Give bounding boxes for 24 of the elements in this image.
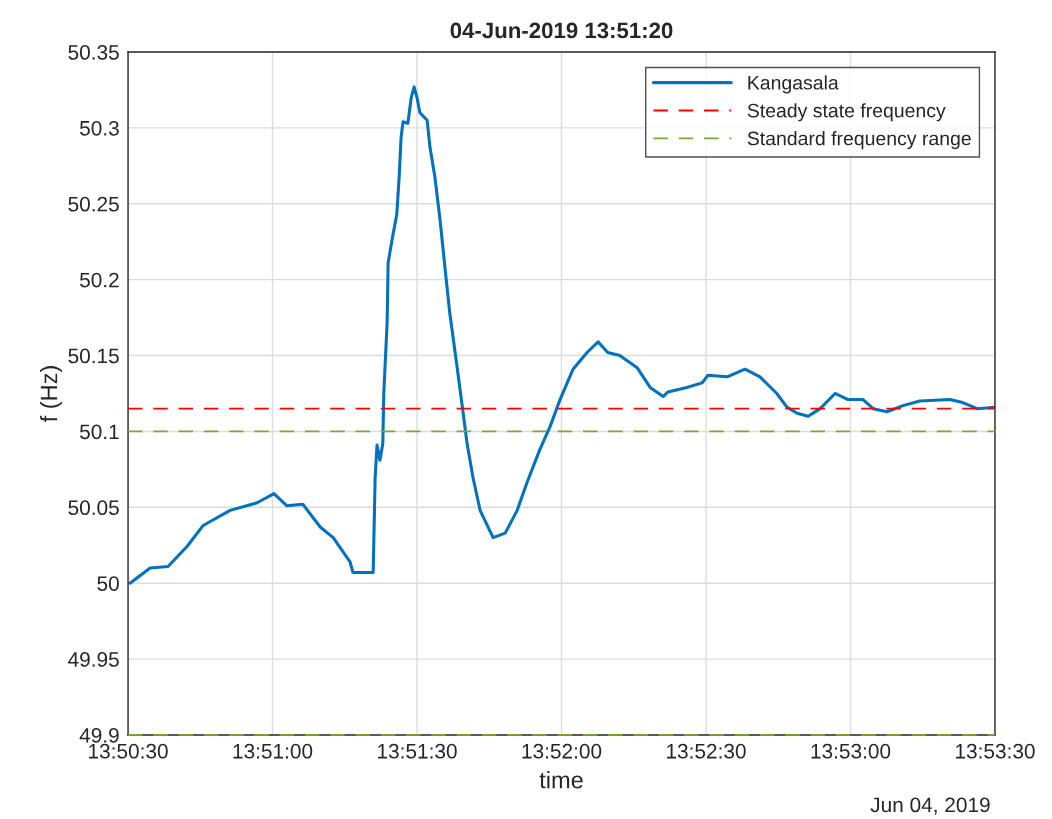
x-tick-label: 13:50:30 (89, 743, 168, 759)
y-tick-label: 49.95 (68, 652, 119, 667)
x-tick-label: 13:51:30 (378, 743, 457, 759)
y-axis-title: f (Hz) (40, 366, 62, 422)
x-tick-label: 13:52:30 (667, 743, 746, 759)
y-tick-label: 49.9 (79, 727, 119, 743)
y-tick-label: 50.2 (79, 272, 119, 288)
x-tick-label: 13:53:30 (956, 743, 1035, 759)
y-tick-label: 50.25 (68, 196, 119, 212)
legend-label: Standard frequency range (747, 131, 971, 150)
y-tick-label: 50.35 (68, 45, 119, 60)
x-tick-label: 13:51:00 (233, 743, 313, 759)
y-tick-label: 50.15 (68, 348, 119, 364)
y-tick-label: 50.3 (79, 120, 119, 136)
legend-label: Kangasala (748, 75, 839, 94)
text: Jun 04, 2019 (870, 797, 990, 815)
x-axis-title: time (539, 771, 583, 789)
y-tick-label: 50 (97, 576, 119, 591)
y-tick-label: 50.05 (68, 500, 119, 516)
chart-title: 04-Jun-2019 13:51:20 (450, 22, 673, 39)
x-tick-label: 13:53:00 (811, 743, 891, 759)
legend-label: Steady state frequency (747, 103, 946, 122)
y-tick-label: 50.1 (79, 424, 119, 440)
x-tick-label: 13:52:00 (522, 743, 602, 759)
